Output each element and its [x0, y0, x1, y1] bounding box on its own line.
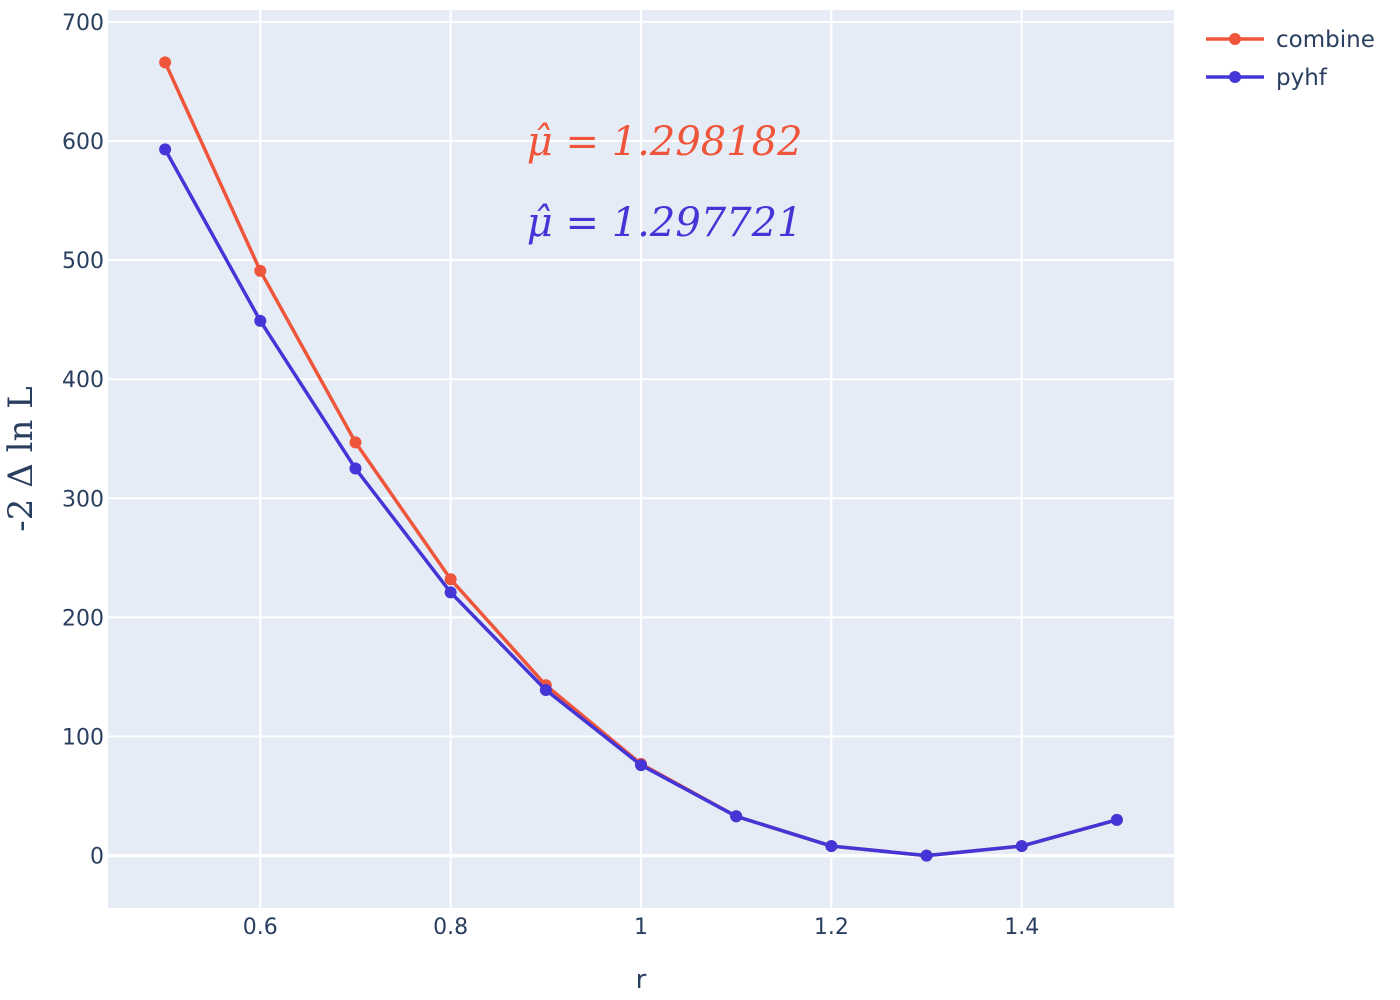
x-tick-label: 1.2: [814, 915, 849, 940]
x-axis-title: r: [636, 965, 647, 995]
legend-item-combine[interactable]: combine: [1206, 27, 1375, 53]
y-tick-label: 100: [62, 725, 104, 750]
legend-swatch-marker: [1229, 71, 1241, 83]
data-point-pyhf: [825, 840, 838, 853]
data-point-pyhf: [1015, 840, 1028, 853]
y-tick-label: 200: [62, 606, 104, 631]
annotations: μ̂ = 1.298182 μ̂ = 1.297721: [527, 119, 803, 246]
legend-item-pyhf[interactable]: pyhf: [1206, 65, 1328, 91]
mu-hat-annotation: μ̂ = 1.297721: [527, 200, 803, 246]
y-axis-title: -2 Δ ln L: [1, 386, 41, 531]
y-tick-label: 400: [62, 368, 104, 393]
data-point-pyhf: [1110, 813, 1123, 826]
data-point-combine: [444, 573, 457, 586]
y-tick-label: 300: [62, 487, 104, 512]
data-point-pyhf: [920, 849, 933, 862]
data-point-pyhf: [254, 314, 267, 327]
y-tick-label: 700: [62, 11, 104, 36]
y-tick-label: 0: [90, 845, 104, 870]
data-point-pyhf: [159, 143, 172, 156]
data-point-combine: [349, 436, 362, 449]
data-point-pyhf: [349, 462, 362, 475]
y-tick-label: 600: [62, 130, 104, 155]
data-point-pyhf: [444, 586, 457, 599]
series-group: [159, 56, 1123, 862]
mu-hat-annotation: μ̂ = 1.298182: [527, 119, 803, 165]
series-pyhf: [159, 143, 1123, 862]
x-axis-ticks: 0.6 0.8 1 1.2 1.4: [243, 915, 1039, 940]
legend-label: combine: [1276, 27, 1375, 53]
y-axis-ticks: 0 100 200 300 400 500 600 700: [62, 11, 104, 870]
gridlines: [108, 10, 1174, 908]
x-tick-label: 1.4: [1004, 915, 1039, 940]
legend: combine pyhf: [1206, 27, 1375, 91]
legend-swatch-marker: [1229, 33, 1241, 45]
x-tick-label: 0.6: [243, 915, 278, 940]
legend-label: pyhf: [1276, 65, 1328, 91]
data-point-pyhf: [730, 810, 743, 823]
data-point-combine: [254, 264, 267, 277]
data-point-pyhf: [635, 759, 647, 772]
y-tick-label: 500: [62, 249, 104, 274]
data-point-pyhf: [539, 684, 552, 697]
data-point-combine: [159, 56, 172, 69]
x-tick-label: 0.8: [433, 915, 468, 940]
x-tick-label: 1: [634, 915, 648, 940]
